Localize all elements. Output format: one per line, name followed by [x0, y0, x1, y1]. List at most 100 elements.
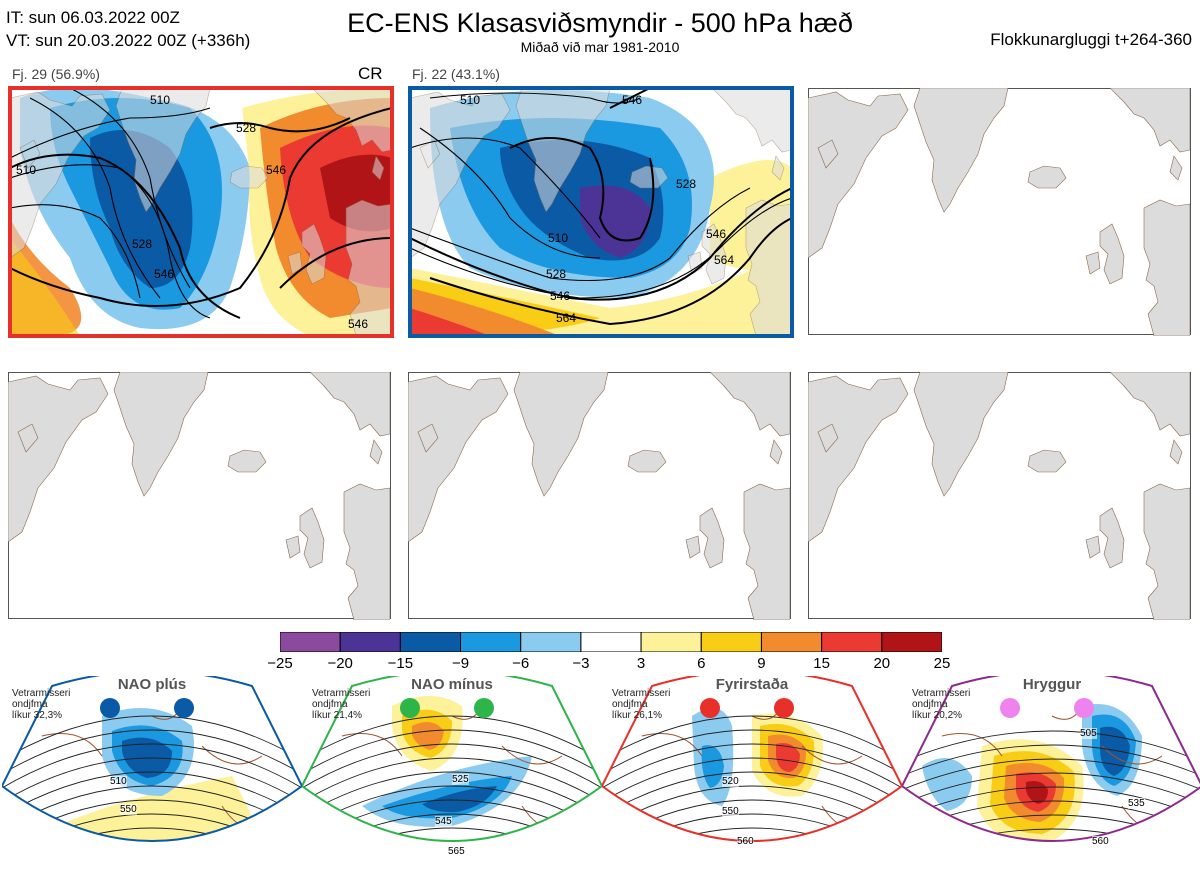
regime-contour-label: 550: [722, 806, 739, 817]
colorbar-tick-label: −9: [451, 655, 470, 672]
regime-contour-label: 520: [722, 776, 739, 787]
colorbar-tick-label: −6: [512, 655, 530, 672]
regime-contour-label: 505: [1080, 728, 1097, 739]
regime-probability-note: Vetrarmisseri ondjfma líkur 20,2%: [912, 688, 970, 721]
colorbar-swatch: [881, 631, 943, 653]
colorbar-swatch: [821, 631, 883, 653]
regime-note-line: líkur 20,2%: [912, 710, 963, 721]
cluster-1-label: Fj. 29 (56.9%): [12, 66, 100, 82]
regime-note-line: ondjfma: [612, 699, 648, 710]
colorbar-tick-label: 6: [697, 655, 706, 672]
contour-label: 564: [714, 253, 734, 267]
regime-contour-label: 510: [110, 776, 127, 787]
regime-contour-label: 535: [1128, 798, 1145, 809]
contour-label: 528: [132, 237, 152, 251]
anomaly-colorbar: [279, 631, 943, 653]
colorbar-tick-label: −15: [387, 655, 414, 672]
regime-title: NAO mínus: [411, 676, 493, 693]
contour-label: 510: [16, 163, 36, 177]
colorbar-swatch: [279, 631, 341, 653]
colorbar-tick-label: 15: [813, 655, 830, 672]
valid-time: VT: sun 20.03.2022 00Z (+336h): [6, 31, 251, 50]
cluster-1-border: [8, 86, 394, 338]
empty-map-panel[interactable]: [808, 88, 1192, 336]
page-title: EC-ENS Klasasviðsmyndir - 500 hPa hæð: [347, 8, 853, 38]
regime-marker-dot: [700, 698, 720, 718]
contour-label: 546: [550, 289, 570, 303]
colorbar-tick-label: −25: [267, 655, 293, 672]
colorbar-tick-label: 9: [757, 655, 766, 672]
regime-title: NAO plús: [117, 676, 187, 693]
regime-contour-label: 565: [448, 846, 465, 857]
regime-note-line: Vetrarmisseri: [12, 688, 71, 699]
regime-panel[interactable]: 510 550 Vetrarmisseri ondjfma líkur 32,3% NAO…: [0, 670, 304, 871]
contour-label: 546: [154, 267, 174, 281]
contour-label: 546: [266, 163, 286, 177]
classification-window: Flokkunargluggi t+264-360: [990, 30, 1192, 49]
regime-note-line: Vetrarmisseri: [612, 688, 671, 699]
regime-marker-dot: [100, 698, 120, 718]
page-subtitle: Miðað við mar 1981-2010: [520, 39, 680, 55]
cluster-2-border: [408, 86, 794, 338]
regime-note-line: ondjfma: [312, 699, 348, 710]
contour-label: 546: [622, 93, 642, 107]
run-info: IT: sun 06.03.2022 00Z VT: sun 20.03.202…: [6, 6, 250, 52]
contour-label: 546: [706, 227, 726, 241]
regime-note-line: líkur 32,3%: [12, 710, 63, 721]
empty-map-panel[interactable]: [808, 372, 1192, 620]
regime-note-line: líkur 26,1%: [612, 710, 663, 721]
regime-note-line: ondjfma: [12, 699, 48, 710]
colorbar-tick-label: 25: [933, 655, 951, 672]
contour-label: 528: [546, 267, 566, 281]
contour-label: 528: [676, 177, 696, 191]
regime-probability-note: Vetrarmisseri ondjfma líkur 32,3%: [12, 688, 70, 721]
colorbar-swatch: [700, 631, 762, 653]
colorbar-swatch: [520, 631, 582, 653]
regime-panel[interactable]: 525 545 565 Vetrarmisseri ondjfma líkur 21,4%…: [300, 670, 604, 871]
regime-title: Hryggur: [1022, 676, 1082, 693]
contour-label: 510: [150, 93, 170, 107]
colorbar-tick-label: −20: [327, 655, 353, 672]
regime-contour-label: 560: [737, 836, 754, 847]
contour-label: 510: [548, 231, 568, 245]
regime-marker-dot: [1074, 698, 1094, 718]
regime-note-line: Vetrarmisseri: [312, 688, 371, 699]
empty-map-panel[interactable]: [8, 372, 392, 620]
cluster-1-tag: CR: [358, 64, 383, 83]
colorbar-swatch: [460, 631, 522, 653]
colorbar-swatch: [760, 631, 823, 653]
contour-label: 528: [236, 121, 256, 135]
colorbar-tick-label: −3: [572, 655, 590, 672]
initial-time: IT: sun 06.03.2022 00Z: [6, 8, 180, 27]
regime-marker-dot: [1000, 698, 1020, 718]
regime-contour-label: 545: [435, 816, 452, 827]
regime-marker-dot: [774, 698, 794, 718]
regime-marker-dot: [474, 698, 494, 718]
regime-note-line: líkur 21,4%: [312, 710, 363, 721]
cluster-1-map[interactable]: 510 528 546 510 528 546 546: [8, 86, 394, 338]
regime-marker-dot: [400, 698, 420, 718]
regime-contour-label: 560: [1092, 836, 1109, 847]
regime-probability-note: Vetrarmisseri ondjfma líkur 21,4%: [312, 688, 370, 721]
regime-note-line: Vetrarmisseri: [912, 688, 971, 699]
cluster-2-map[interactable]: 510 528 546 510 528 546 564 546 564: [408, 86, 794, 338]
colorbar-swatch: [580, 631, 642, 653]
regime-contour-label: 525: [452, 774, 469, 785]
colorbar-swatch: [399, 631, 462, 653]
colorbar-swatch: [640, 631, 702, 653]
regime-note-line: ondjfma: [912, 699, 948, 710]
regime-panel[interactable]: 505 535 560 Vetrarmisseri ondjfma líkur 20,2%…: [900, 670, 1200, 871]
empty-map-panel[interactable]: [408, 372, 792, 620]
colorbar-ticks: −25 −20 −15 −9 −6 −3 3 6 9 15 20 25: [267, 655, 950, 675]
contour-label: 546: [348, 317, 368, 331]
colorbar-tick-label: 20: [873, 655, 891, 672]
contour-label: 510: [460, 93, 480, 107]
colorbar-tick-label: 3: [636, 655, 646, 672]
regime-panel[interactable]: 520 550 560 Vetrarmisseri ondjfma líkur 26,1%…: [600, 670, 904, 871]
regime-contour-label: 550: [120, 804, 137, 815]
regime-marker-dot: [174, 698, 194, 718]
contour-label: 564: [556, 311, 576, 325]
colorbar-swatch: [339, 631, 401, 653]
regime-probability-note: Vetrarmisseri ondjfma líkur 26,1%: [612, 688, 670, 721]
regime-title: Fyrirstaða: [715, 676, 789, 693]
